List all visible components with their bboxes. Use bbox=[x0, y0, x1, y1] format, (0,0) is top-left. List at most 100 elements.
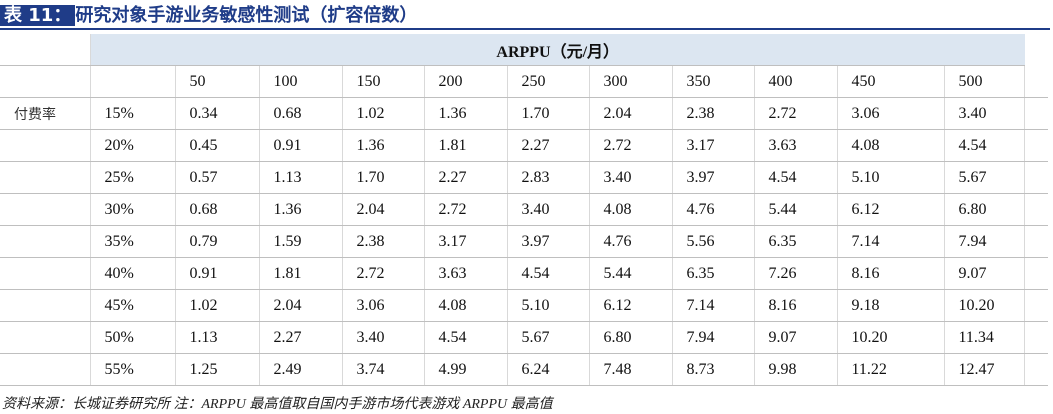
value-cell: 2.72 bbox=[589, 129, 673, 162]
rate-cell: 25% bbox=[90, 161, 176, 194]
rate-cell: 20% bbox=[90, 129, 176, 162]
cell bbox=[0, 161, 91, 194]
column-header: 500 bbox=[944, 65, 1026, 98]
cell bbox=[0, 193, 91, 226]
value-cell: 4.99 bbox=[424, 353, 508, 386]
rate-cell: 35% bbox=[90, 225, 176, 258]
rate-cell: 45% bbox=[90, 289, 176, 322]
value-cell: 1.70 bbox=[507, 97, 590, 130]
value-cell: 9.98 bbox=[754, 353, 838, 386]
cell bbox=[1024, 161, 1048, 194]
value-cell: 2.38 bbox=[342, 225, 425, 258]
value-cell: 2.27 bbox=[507, 129, 590, 162]
value-cell: 7.48 bbox=[589, 353, 673, 386]
cell bbox=[0, 257, 91, 290]
data-row: 付费率 15% 0.34 0.68 1.02 1.36 1.70 2.04 2.38 2.72 3.… bbox=[0, 97, 1048, 130]
value-cell: 5.56 bbox=[672, 225, 755, 258]
value-cell: 4.76 bbox=[672, 193, 755, 226]
value-cell: 1.81 bbox=[424, 129, 508, 162]
value-cell: 2.83 bbox=[507, 161, 590, 194]
value-cell: 7.14 bbox=[672, 289, 755, 322]
rate-cell: 30% bbox=[90, 193, 176, 226]
title-bar: 表 11： 研究对象手游业务敏感性测试（扩容倍数） bbox=[0, 4, 1050, 30]
column-header: 50 bbox=[175, 65, 260, 98]
value-cell: 1.36 bbox=[342, 129, 425, 162]
cell bbox=[1024, 193, 1048, 226]
value-cell: 3.17 bbox=[672, 129, 755, 162]
value-cell: 2.38 bbox=[672, 97, 755, 130]
value-cell: 10.20 bbox=[837, 321, 945, 354]
value-cell: 7.94 bbox=[944, 225, 1026, 258]
value-cell: 8.16 bbox=[837, 257, 945, 290]
value-cell: 5.44 bbox=[754, 193, 838, 226]
data-row: 40% 0.91 1.81 2.72 3.63 4.54 5.44 6.35 7.26 8.16 9… bbox=[0, 257, 1048, 290]
cell bbox=[90, 65, 176, 98]
rate-cell: 55% bbox=[90, 353, 176, 386]
value-cell: 0.34 bbox=[175, 97, 260, 130]
value-cell: 4.54 bbox=[507, 257, 590, 290]
column-header: 250 bbox=[507, 65, 590, 98]
rate-cell: 50% bbox=[90, 321, 176, 354]
data-row: 45% 1.02 2.04 3.06 4.08 5.10 6.12 7.14 8.16 9.18 1… bbox=[0, 289, 1048, 322]
value-cell: 4.54 bbox=[944, 129, 1026, 162]
value-cell: 4.54 bbox=[424, 321, 508, 354]
value-cell: 4.54 bbox=[754, 161, 838, 194]
cell bbox=[0, 353, 91, 386]
value-cell: 7.26 bbox=[754, 257, 838, 290]
cell bbox=[1024, 97, 1048, 130]
value-cell: 0.91 bbox=[175, 257, 260, 290]
data-row: 25% 0.57 1.13 1.70 2.27 2.83 3.40 3.97 4.54 5.10 5… bbox=[0, 161, 1048, 194]
value-cell: 1.36 bbox=[259, 193, 343, 226]
value-cell: 3.74 bbox=[342, 353, 425, 386]
value-cell: 1.13 bbox=[259, 161, 343, 194]
value-cell: 1.02 bbox=[342, 97, 425, 130]
value-cell: 2.27 bbox=[424, 161, 508, 194]
value-cell: 4.08 bbox=[589, 193, 673, 226]
cell bbox=[1024, 353, 1048, 386]
column-row: 50 100 150 200 250 300 350 400 450 500 bbox=[0, 65, 1048, 98]
value-cell: 2.27 bbox=[259, 321, 343, 354]
column-header: 450 bbox=[837, 65, 945, 98]
value-cell: 2.72 bbox=[342, 257, 425, 290]
value-cell: 5.67 bbox=[944, 161, 1026, 194]
value-cell: 0.68 bbox=[175, 193, 260, 226]
value-cell: 1.13 bbox=[175, 321, 260, 354]
data-row: 35% 0.79 1.59 2.38 3.17 3.97 4.76 5.56 6.35 7.14 7… bbox=[0, 225, 1048, 258]
cell bbox=[1024, 321, 1048, 354]
cell bbox=[1024, 65, 1048, 98]
value-cell: 6.12 bbox=[589, 289, 673, 322]
column-header: 150 bbox=[342, 65, 425, 98]
value-cell: 7.14 bbox=[837, 225, 945, 258]
value-cell: 3.63 bbox=[754, 129, 838, 162]
cell bbox=[1024, 129, 1048, 162]
value-cell: 1.02 bbox=[175, 289, 260, 322]
value-cell: 3.97 bbox=[672, 161, 755, 194]
row-label: 付费率 bbox=[0, 97, 91, 130]
value-cell: 6.35 bbox=[754, 225, 838, 258]
value-cell: 0.91 bbox=[259, 129, 343, 162]
value-cell: 3.63 bbox=[424, 257, 508, 290]
value-cell: 4.76 bbox=[589, 225, 673, 258]
value-cell: 2.04 bbox=[342, 193, 425, 226]
source-note: 资料来源：长城证券研究所 注：ARPPU 最高值取自国内手游市场代表游戏 ARP… bbox=[2, 397, 553, 412]
column-header: 300 bbox=[589, 65, 673, 98]
title-label: 表 11： bbox=[0, 5, 76, 26]
value-cell: 4.08 bbox=[837, 129, 945, 162]
value-cell: 1.70 bbox=[342, 161, 425, 194]
value-cell: 1.59 bbox=[259, 225, 343, 258]
value-cell: 6.80 bbox=[589, 321, 673, 354]
header-cell: ARPPU（元/月） bbox=[90, 34, 1025, 66]
data-row: 55% 1.25 2.49 3.74 4.99 6.24 7.48 8.73 9.98 11.22… bbox=[0, 353, 1048, 386]
value-cell: 10.20 bbox=[944, 289, 1026, 322]
sensitivity-table: ARPPU（元/月） 50 100 150 200 250 300 350 400 450 500… bbox=[0, 34, 1048, 386]
value-cell: 1.36 bbox=[424, 97, 508, 130]
value-cell: 3.06 bbox=[342, 289, 425, 322]
value-cell: 6.35 bbox=[672, 257, 755, 290]
value-cell: 9.07 bbox=[754, 321, 838, 354]
cell bbox=[0, 34, 91, 66]
cell bbox=[0, 129, 91, 162]
value-cell: 2.72 bbox=[754, 97, 838, 130]
value-cell: 5.44 bbox=[589, 257, 673, 290]
cell bbox=[0, 289, 91, 322]
